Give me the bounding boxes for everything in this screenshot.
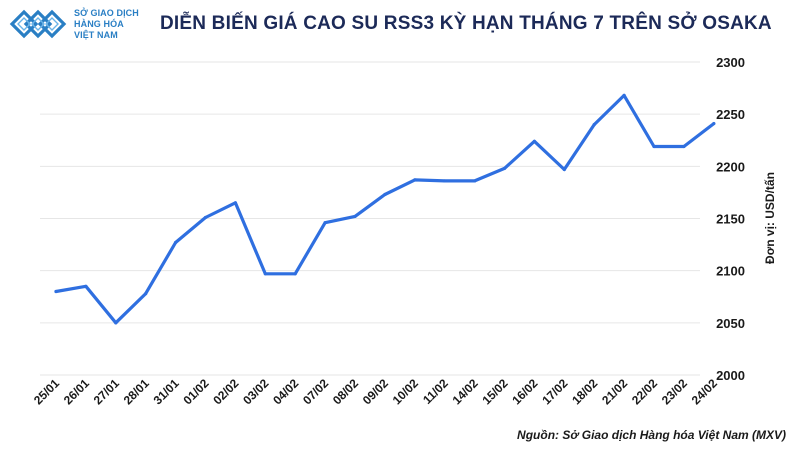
- data-point: [174, 240, 178, 245]
- y-axis-label: Đơn vị: USD/tấn: [763, 172, 777, 264]
- logo-line-1: SỞ GIAO DỊCH: [74, 8, 139, 18]
- x-tick-label: 15/02: [479, 376, 510, 407]
- data-point: [114, 321, 118, 325]
- data-points: [54, 93, 716, 325]
- data-point: [323, 221, 327, 225]
- data-point: [383, 192, 387, 197]
- data-point: [353, 214, 357, 219]
- x-tick-label: 25/01: [31, 376, 62, 407]
- source-note: Nguồn: Sở Giao dịch Hàng hóa Việt Nam (M…: [517, 428, 786, 442]
- x-tick-label: 28/01: [121, 376, 152, 407]
- y-tick-label: 2150: [716, 212, 745, 227]
- y-tick-label: 2000: [716, 368, 745, 383]
- data-point: [54, 289, 58, 294]
- x-tick-label: 31/01: [151, 376, 182, 407]
- data-point: [562, 167, 566, 172]
- x-tick-label: 27/01: [91, 376, 122, 407]
- logo-line-2: HÀNG HÓA: [74, 19, 124, 29]
- x-tick-label: 10/02: [390, 376, 421, 407]
- grid-lines: [40, 61, 700, 376]
- data-point: [263, 272, 267, 276]
- x-tick-label: 21/02: [599, 376, 630, 407]
- y-tick-label: 2200: [716, 159, 745, 174]
- data-point: [413, 178, 417, 182]
- x-tick-label: 22/02: [629, 376, 660, 407]
- x-tick-label: 14/02: [450, 376, 481, 407]
- data-point: [144, 292, 148, 296]
- y-tick-label: 2050: [716, 316, 745, 331]
- chart-title: DIỄN BIẾN GIÁ CAO SU RSS3 KỲ HẠN THÁNG 7…: [160, 13, 772, 34]
- data-point: [592, 123, 596, 127]
- data-point: [652, 144, 656, 149]
- data-point: [233, 201, 237, 205]
- data-point: [682, 144, 686, 149]
- x-tick-label: 18/02: [569, 376, 600, 407]
- x-axis-ticks: 25/0126/0127/0128/0131/0101/0202/0203/02…: [31, 376, 720, 407]
- x-tick-label: 01/02: [180, 376, 211, 407]
- x-tick-label: 07/02: [300, 376, 331, 407]
- y-tick-label: 2100: [716, 264, 745, 279]
- x-tick-label: 09/02: [360, 376, 391, 407]
- data-point: [473, 179, 477, 183]
- x-tick-label: 03/02: [240, 376, 271, 407]
- data-point: [293, 272, 297, 276]
- x-tick-label: 02/02: [210, 376, 241, 407]
- y-tick-label: 2250: [716, 107, 745, 122]
- logo-wordmark: SỞ GIAO DỊCH HÀNG HÓA VIỆT NAM: [74, 8, 139, 41]
- x-tick-label: 17/02: [539, 376, 570, 407]
- x-tick-label: 11/02: [420, 376, 451, 407]
- data-point: [443, 179, 447, 183]
- data-point: [712, 121, 716, 126]
- mxv-logo-icon: [9, 9, 67, 39]
- data-point: [203, 215, 208, 220]
- mxv-logo: SỞ GIAO DỊCH HÀNG HÓA VIỆT NAM: [8, 5, 148, 45]
- price-line: [54, 93, 716, 325]
- data-point: [84, 284, 88, 288]
- data-point: [622, 93, 626, 97]
- data-point: [532, 139, 537, 143]
- y-axis-ticks: 2000 2050 2100 2150 2200 2250 2300: [716, 55, 745, 383]
- y-tick-label: 2300: [716, 55, 745, 70]
- x-tick-label: 23/02: [659, 376, 690, 407]
- logo-line-3: VIỆT NAM: [74, 30, 118, 40]
- x-tick-label: 16/02: [509, 376, 540, 407]
- x-tick-label: 26/01: [61, 376, 92, 407]
- data-point: [502, 166, 507, 171]
- x-tick-label: 08/02: [330, 376, 361, 407]
- x-tick-label: 04/02: [270, 376, 301, 407]
